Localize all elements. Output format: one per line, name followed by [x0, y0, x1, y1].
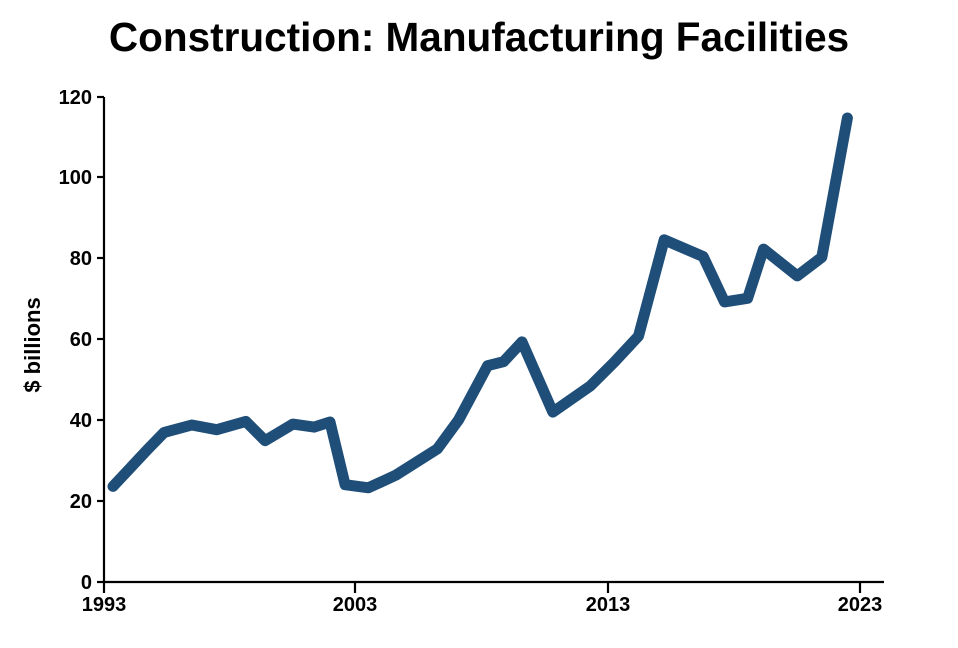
svg-text:0: 0: [81, 572, 92, 594]
svg-text:$ billions: $ billions: [20, 297, 45, 392]
svg-text:100: 100: [59, 167, 92, 189]
svg-text:1993: 1993: [82, 594, 127, 616]
svg-text:40: 40: [70, 410, 92, 432]
svg-text:20: 20: [70, 491, 92, 513]
svg-text:2013: 2013: [586, 594, 631, 616]
svg-text:2003: 2003: [333, 594, 378, 616]
svg-text:60: 60: [70, 329, 92, 351]
svg-text:120: 120: [59, 87, 92, 109]
svg-text:2023: 2023: [838, 594, 883, 616]
svg-text:80: 80: [70, 248, 92, 270]
